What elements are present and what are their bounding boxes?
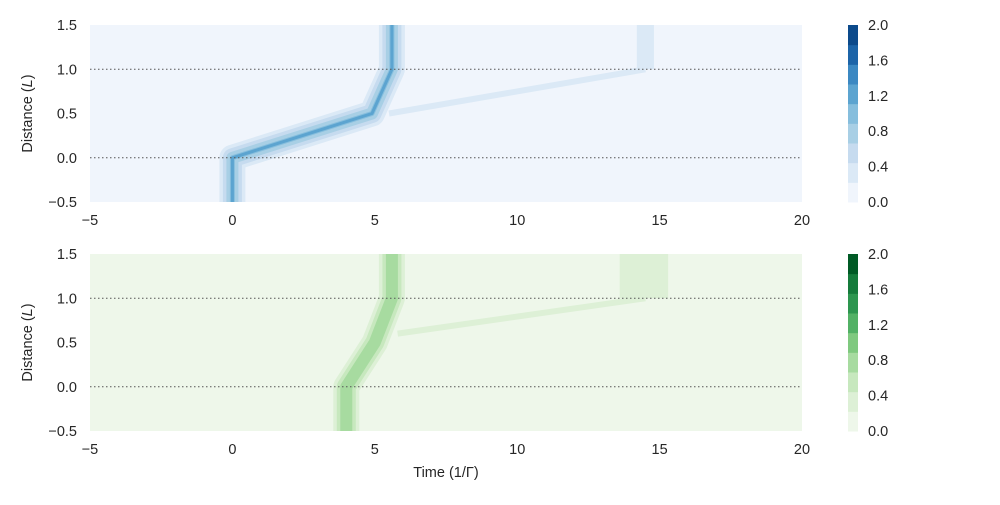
x-tick-label: 10	[509, 442, 525, 458]
colorbar-tick-label: 0.0	[868, 195, 888, 211]
y-tick-label: −0.5	[48, 424, 77, 440]
bottom-heatmap-panel: −5 0 5 10 15 20 −0.5 0.0 0.5 1.0 1.5 Distance (L) 0.…	[20, 247, 888, 458]
x-tick-label: −5	[82, 213, 99, 229]
feature-main-wavepacket	[333, 254, 405, 431]
contour-band	[340, 254, 398, 431]
x-axis-label: Time (1/Γ)	[413, 465, 478, 481]
x-tick-label: 0	[228, 442, 236, 458]
feature-transmitted-block	[636, 25, 654, 70]
colorbar-tick-label: 1.6	[868, 53, 888, 69]
colorbar-tick-label: 2.0	[868, 247, 888, 263]
colorbar-segment	[848, 313, 858, 334]
colorbar-tick-label: 0.4	[868, 389, 888, 405]
colorbar-segment	[848, 64, 858, 85]
colorbar: 0.0 0.4 0.8 1.2 1.6 2.0	[848, 18, 888, 211]
y-tick-label: 0.0	[57, 151, 77, 167]
y-tick-label: 1.0	[57, 62, 77, 78]
y-tick-label: −0.5	[48, 195, 77, 211]
colorbar-segment	[848, 293, 858, 314]
contour-band	[230, 25, 394, 202]
y-tick-label: 0.5	[57, 107, 77, 123]
y-axis-label: Distance (L)	[20, 303, 36, 381]
x-tick-label: 20	[794, 213, 810, 229]
y-axis-label: Distance (L)	[20, 74, 36, 152]
colorbar-segment	[848, 352, 858, 373]
y-tick-label: 1.5	[57, 18, 77, 34]
y-tick-label: 1.0	[57, 291, 77, 307]
colorbar-tick-label: 1.2	[868, 89, 888, 105]
colorbar-tick-label: 0.4	[868, 160, 888, 176]
colorbar-segment	[848, 143, 858, 164]
colorbar: 0.0 0.4 0.8 1.2 1.6 2.0	[848, 247, 888, 440]
colorbar-segment	[848, 162, 858, 183]
x-tick-label: 5	[371, 213, 379, 229]
colorbar-segment	[848, 84, 858, 105]
heatmap-field	[219, 25, 654, 202]
colorbar-segment	[848, 25, 858, 46]
colorbar-segment	[848, 182, 858, 203]
y-tick-label: 0.0	[57, 380, 77, 396]
colorbar-segment	[848, 123, 858, 144]
x-tick-label: −5	[82, 442, 99, 458]
y-tick-label: 1.5	[57, 247, 77, 263]
colorbar-segment	[848, 254, 858, 275]
feature-transmitted-block	[619, 254, 669, 299]
heatmap-field	[333, 254, 669, 431]
feature-reflected-tail	[388, 66, 646, 117]
colorbar-segment	[848, 273, 858, 294]
colorbar-segment	[848, 411, 858, 432]
colorbar-segment	[848, 44, 858, 65]
x-tick-label: 15	[652, 213, 668, 229]
x-tick-label: 20	[794, 442, 810, 458]
contour-band	[388, 66, 646, 117]
y-tick-label: 0.5	[57, 336, 77, 352]
colorbar-tick-label: 0.8	[868, 353, 888, 369]
x-tick-label: 10	[509, 213, 525, 229]
colorbar-segment	[848, 372, 858, 393]
colorbar-tick-label: 2.0	[868, 18, 888, 34]
x-tick-label: 5	[371, 442, 379, 458]
feature-reflected-tail	[397, 295, 646, 337]
top-heatmap-panel: −5 0 5 10 15 20 −0.5 0.0 0.5 1.0 1.5 Distance (L) 0.…	[20, 18, 888, 229]
feature-main-wavepacket	[219, 25, 405, 202]
colorbar-segment	[848, 391, 858, 412]
contour-band	[397, 295, 646, 337]
heatmap-background	[90, 25, 802, 202]
colorbar-tick-label: 0.0	[868, 424, 888, 440]
colorbar-tick-label: 1.6	[868, 282, 888, 298]
colorbar-tick-label: 1.2	[868, 318, 888, 334]
colorbar-segment	[848, 332, 858, 353]
colorbar-tick-label: 0.8	[868, 124, 888, 140]
x-tick-label: 0	[228, 213, 236, 229]
heatmap-background	[90, 254, 802, 431]
x-tick-label: 15	[652, 442, 668, 458]
colorbar-segment	[848, 103, 858, 124]
